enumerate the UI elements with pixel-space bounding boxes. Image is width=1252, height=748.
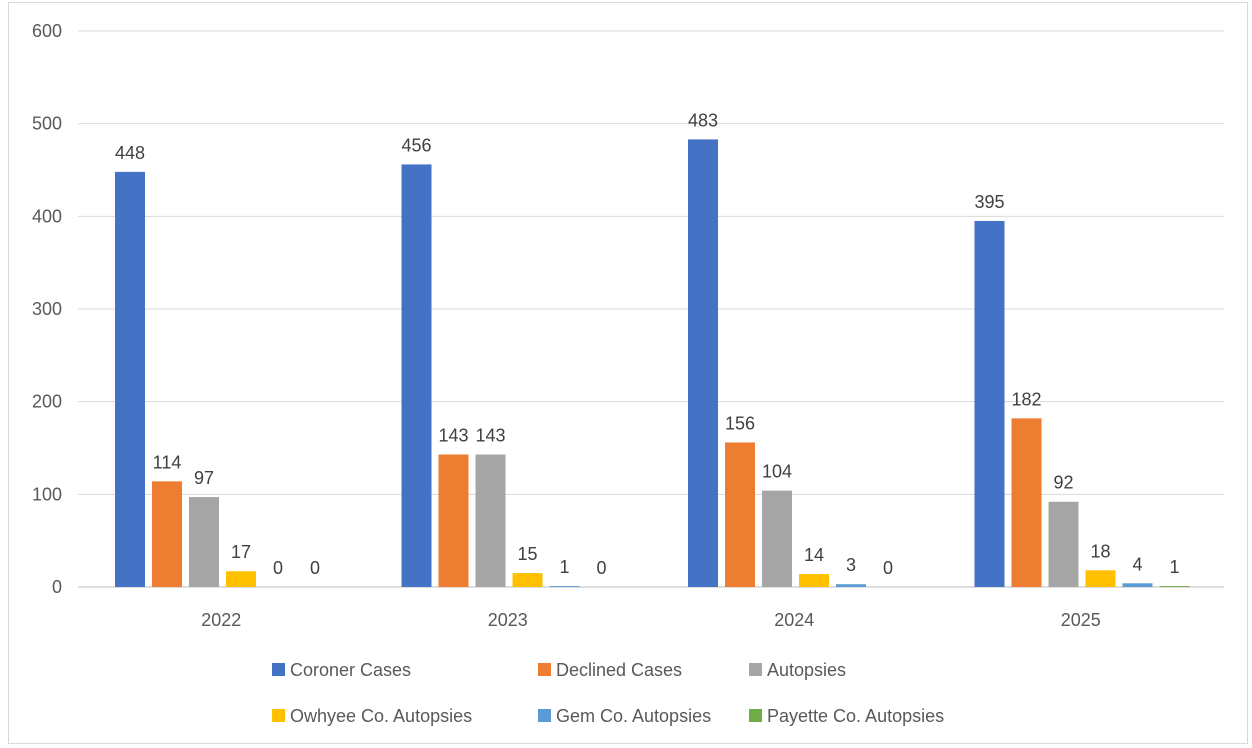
bar-owhyee-co-autopsies-2022 <box>226 571 256 587</box>
data-label: 0 <box>596 558 606 578</box>
bar-coroner-cases-2023 <box>401 164 432 587</box>
data-label: 182 <box>1011 389 1041 409</box>
data-label: 18 <box>1090 541 1110 561</box>
x-tick-label: 2025 <box>1061 610 1101 630</box>
x-axis: 2022 2023 2024 2025 <box>201 610 1101 630</box>
bar-gem-co-autopsies-2023 <box>549 586 580 587</box>
x-tick-label: 2024 <box>774 610 814 630</box>
bar-autopsies-2025 <box>1048 501 1079 587</box>
data-label: 483 <box>688 110 718 130</box>
legend-swatch <box>272 709 285 722</box>
y-tick-label: 600 <box>32 21 62 41</box>
bar-coroner-cases-2025 <box>974 220 1005 587</box>
bar-gem-co-autopsies-2025 <box>1122 583 1153 587</box>
legend-label: Coroner Cases <box>290 660 411 680</box>
bar-autopsies-2023 <box>475 454 506 587</box>
data-label: 15 <box>517 544 537 564</box>
bar-gem-co-autopsies-2024 <box>836 584 866 587</box>
legend-label: Payette Co. Autopsies <box>767 706 944 726</box>
data-label: 114 <box>153 452 182 472</box>
bar-declined-cases-2024 <box>725 442 755 587</box>
y-tick-label: 200 <box>32 392 62 412</box>
y-tick-label: 500 <box>32 114 62 134</box>
x-tick-label: 2023 <box>488 610 528 630</box>
bars <box>115 139 1190 588</box>
data-label: 3 <box>846 555 856 575</box>
data-label: 92 <box>1053 473 1073 493</box>
data-label: 0 <box>310 558 320 578</box>
legend-label: Owhyee Co. Autopsies <box>290 706 472 726</box>
legend-label: Declined Cases <box>556 660 682 680</box>
bar-declined-cases-2025 <box>1011 418 1042 587</box>
bar-autopsies-2022 <box>189 497 219 587</box>
data-label: 0 <box>273 558 283 578</box>
data-label: 0 <box>883 558 893 578</box>
legend-swatch <box>272 663 285 676</box>
y-tick-label: 400 <box>32 206 62 226</box>
y-tick-label: 300 <box>32 299 62 319</box>
legend-swatch <box>538 663 551 676</box>
bar-declined-cases-2022 <box>152 481 182 587</box>
legend-swatch <box>538 709 551 722</box>
y-tick-label: 0 <box>52 577 62 597</box>
data-label: 17 <box>231 542 251 562</box>
data-label: 143 <box>475 425 505 445</box>
x-tick-label: 2022 <box>201 610 241 630</box>
y-axis: 0 100 200 300 400 500 600 <box>32 21 62 597</box>
data-label: 456 <box>401 135 431 155</box>
bar-coroner-cases-2022 <box>115 171 145 587</box>
data-label: 14 <box>804 545 824 565</box>
data-label: 104 <box>762 462 792 482</box>
data-label: 156 <box>725 413 755 433</box>
bar-coroner-cases-2024 <box>688 139 718 588</box>
data-label: 1 <box>559 557 569 577</box>
y-tick-label: 100 <box>32 484 62 504</box>
legend: Coroner Cases Declined Cases Autopsies Owhy… <box>272 660 944 726</box>
bar-payette-co-autopsies-2025 <box>1159 586 1190 587</box>
data-label: 97 <box>194 468 214 488</box>
legend-swatch <box>749 709 762 722</box>
data-label: 143 <box>438 425 468 445</box>
chart-frame <box>8 2 1248 744</box>
bar-owhyee-co-autopsies-2025 <box>1085 570 1116 587</box>
legend-label: Autopsies <box>767 660 846 680</box>
bar-autopsies-2024 <box>762 490 792 587</box>
bar-owhyee-co-autopsies-2023 <box>512 573 543 587</box>
bar-owhyee-co-autopsies-2024 <box>799 574 829 587</box>
data-label: 1 <box>1169 557 1179 577</box>
data-label: 448 <box>115 143 145 163</box>
data-label: 395 <box>974 192 1004 212</box>
data-label: 4 <box>1132 554 1142 574</box>
legend-label: Gem Co. Autopsies <box>556 706 711 726</box>
legend-swatch <box>749 663 762 676</box>
bar-declined-cases-2023 <box>438 454 469 587</box>
